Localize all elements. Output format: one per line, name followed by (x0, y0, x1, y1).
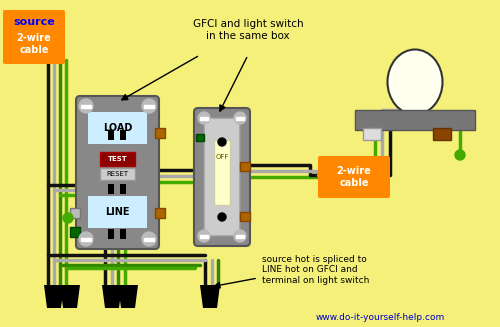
Bar (144, 105, 154, 108)
Circle shape (198, 112, 210, 124)
Polygon shape (200, 285, 220, 308)
Bar (88, 196, 147, 228)
Circle shape (142, 232, 156, 246)
Polygon shape (44, 285, 64, 308)
Bar (240, 212, 250, 221)
Bar (144, 237, 154, 240)
Polygon shape (60, 285, 80, 308)
Circle shape (455, 150, 465, 160)
Circle shape (79, 232, 93, 246)
Text: GFCI and light switch
in the same box: GFCI and light switch in the same box (192, 19, 304, 41)
Bar (81, 237, 91, 240)
Bar (70, 208, 80, 218)
Polygon shape (118, 285, 138, 308)
Text: 2-wire
cable: 2-wire cable (16, 33, 51, 55)
Bar (214, 140, 230, 205)
Bar (100, 152, 135, 166)
FancyBboxPatch shape (204, 118, 240, 236)
FancyBboxPatch shape (76, 96, 159, 249)
Bar (200, 234, 208, 237)
Circle shape (79, 99, 93, 113)
Text: TEST: TEST (108, 156, 128, 162)
Bar (355, 110, 475, 130)
Bar (120, 229, 126, 239)
Polygon shape (102, 285, 122, 308)
Circle shape (234, 230, 246, 242)
Bar (363, 128, 381, 140)
Text: source hot is spliced to
LINE hot on GFCI and
terminal on light switch: source hot is spliced to LINE hot on GFC… (262, 255, 370, 285)
Bar (108, 229, 114, 239)
Text: LINE: LINE (105, 207, 130, 217)
Circle shape (142, 99, 156, 113)
FancyBboxPatch shape (194, 108, 250, 246)
Bar (240, 162, 250, 171)
Circle shape (63, 213, 73, 223)
Bar (236, 116, 244, 119)
Bar (100, 168, 135, 180)
Bar (236, 234, 244, 237)
FancyBboxPatch shape (3, 10, 65, 64)
Text: RESET: RESET (106, 171, 128, 177)
Text: www.do-it-yourself-help.com: www.do-it-yourself-help.com (316, 314, 444, 322)
Ellipse shape (388, 49, 442, 114)
Bar (155, 128, 165, 138)
FancyBboxPatch shape (318, 156, 390, 198)
Text: OFF: OFF (216, 154, 228, 160)
Bar (155, 208, 165, 218)
Text: 2-wire
cable: 2-wire cable (336, 166, 372, 188)
Bar (70, 227, 80, 237)
Circle shape (218, 213, 226, 221)
Bar (200, 116, 208, 119)
Bar (108, 184, 114, 194)
Bar (120, 130, 126, 140)
Bar (196, 134, 204, 141)
Bar (120, 184, 126, 194)
Bar (88, 112, 147, 144)
Bar (81, 105, 91, 108)
Text: LOAD: LOAD (103, 123, 132, 133)
Circle shape (234, 112, 246, 124)
Circle shape (198, 230, 210, 242)
Bar (108, 130, 114, 140)
Circle shape (218, 138, 226, 146)
Text: source: source (13, 17, 55, 27)
Bar (433, 128, 451, 140)
